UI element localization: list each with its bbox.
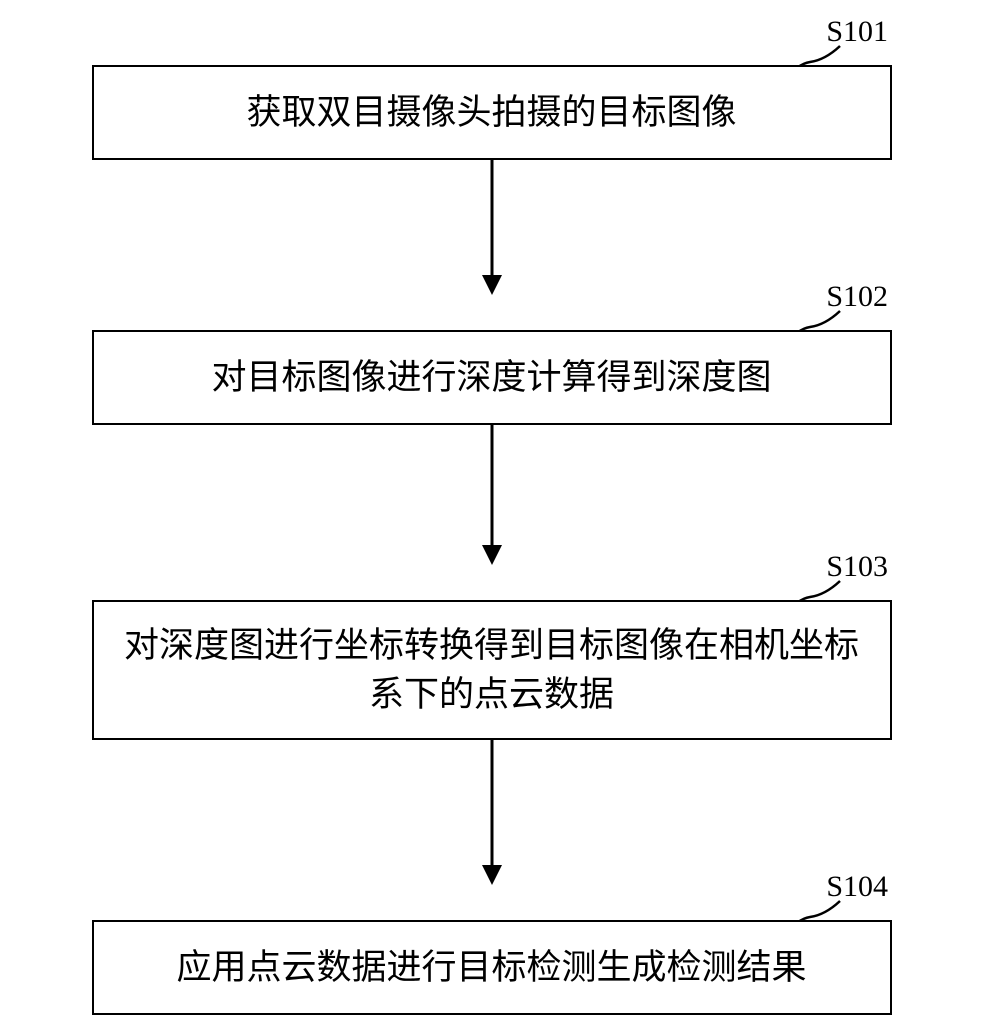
flow-node-s102: 对目标图像进行深度计算得到深度图 [92, 330, 892, 425]
arrow-svg-2 [477, 425, 507, 565]
node-wrapper-s104: S104 应用点云数据进行目标检测生成检测结果 [30, 885, 953, 1015]
flow-node-s103: 对深度图进行坐标转换得到目标图像在相机坐标系下的点云数据 [92, 600, 892, 740]
node-wrapper-s101: S101 获取双目摄像头拍摄的目标图像 [30, 30, 953, 160]
node-text-s101: 获取双目摄像头拍摄的目标图像 [226, 88, 756, 137]
label-text-s102: S102 [826, 280, 888, 313]
flow-node-s104: 应用点云数据进行目标检测生成检测结果 [92, 920, 892, 1015]
node-wrapper-s103: S103 对深度图进行坐标转换得到目标图像在相机坐标系下的点云数据 [30, 565, 953, 740]
arrow-svg-3 [477, 740, 507, 885]
label-text-s104: S104 [826, 870, 888, 903]
arrow-s102-s103 [30, 425, 953, 565]
node-text-s102: 对目标图像进行深度计算得到深度图 [191, 353, 791, 402]
step-label-s102: S102 [826, 280, 888, 314]
step-label-s101: S101 [826, 15, 888, 49]
label-text-s101: S101 [826, 15, 888, 48]
arrow-svg-1 [477, 160, 507, 295]
node-wrapper-s102: S102 对目标图像进行深度计算得到深度图 [30, 295, 953, 425]
flow-node-s101: 获取双目摄像头拍摄的目标图像 [92, 65, 892, 160]
step-label-s103: S103 [826, 550, 888, 584]
arrow-s103-s104 [30, 740, 953, 885]
arrow-s101-s102 [30, 160, 953, 295]
step-label-s104: S104 [826, 870, 888, 904]
node-text-s104: 应用点云数据进行目标检测生成检测结果 [156, 943, 826, 992]
label-text-s103: S103 [826, 550, 888, 583]
flowchart-container: S101 获取双目摄像头拍摄的目标图像 S102 对目标图像进行深度计算得到深度… [30, 30, 953, 1015]
node-text-s103: 对深度图进行坐标转换得到目标图像在相机坐标系下的点云数据 [94, 621, 890, 719]
